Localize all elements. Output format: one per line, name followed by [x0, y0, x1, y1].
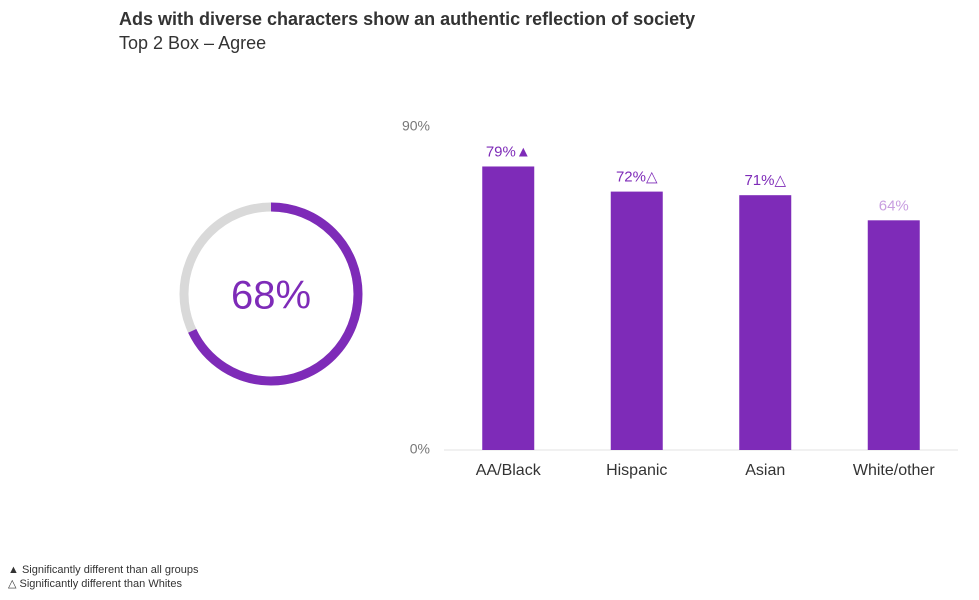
- note: ▲ Significantly different than all group…: [8, 564, 199, 576]
- x-tick-label: White/other: [853, 462, 935, 479]
- donut-arc: [179, 202, 363, 386]
- value-label: 64%: [879, 197, 909, 214]
- x-tick-label: Hispanic: [606, 462, 667, 479]
- value-label: 79%▲: [486, 143, 531, 160]
- bar: [482, 166, 535, 450]
- x-tick-label: Asian: [745, 462, 785, 479]
- note: △ Significantly different than Whites: [8, 578, 182, 590]
- x-tick-label: AA/Black: [476, 462, 542, 479]
- bar: [610, 191, 663, 450]
- donut-label: 68%: [231, 274, 311, 318]
- bar: [867, 220, 920, 450]
- subtitle: Top 2 Box – Agree: [119, 33, 266, 53]
- value-label: 71%△: [744, 172, 786, 189]
- y-tick-label: 0%: [410, 441, 430, 457]
- value-label: 72%△: [616, 169, 658, 186]
- y-tick-label: 90%: [402, 118, 430, 134]
- title: Ads with diverse characters show an auth…: [119, 9, 695, 29]
- bar: [739, 195, 792, 450]
